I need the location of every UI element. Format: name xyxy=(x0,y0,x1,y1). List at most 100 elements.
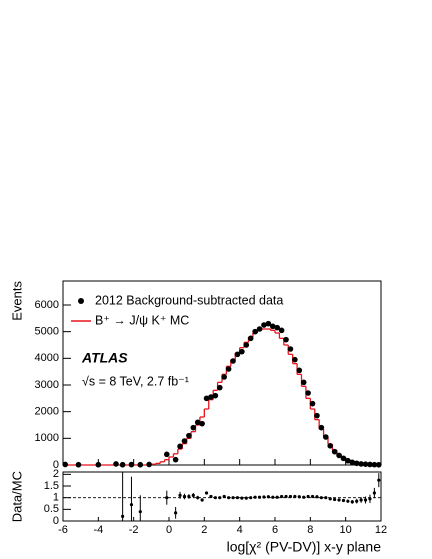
y-tick-label: 1 xyxy=(53,492,59,504)
x-tick-label: -2 xyxy=(129,524,139,536)
ratio-point xyxy=(333,497,337,502)
ratio-point xyxy=(288,494,293,499)
data-point xyxy=(62,461,69,468)
data-point xyxy=(234,351,241,358)
ratio-point xyxy=(182,494,187,499)
ratio-point xyxy=(204,491,209,495)
ratio-point xyxy=(297,495,301,499)
x-tick-label: 2 xyxy=(201,524,207,536)
ratio-point xyxy=(306,494,310,499)
data-point xyxy=(256,326,263,332)
ratio-axis-label: Data/MC xyxy=(9,471,24,522)
y-tick-label: 2 xyxy=(53,468,59,480)
data-point xyxy=(278,327,285,334)
ratio-point xyxy=(302,495,306,499)
data-point xyxy=(243,342,250,348)
ratio-point xyxy=(165,496,169,500)
ratio-point xyxy=(262,495,266,499)
ratio-point xyxy=(350,500,354,504)
ratio-point xyxy=(174,511,178,515)
x-tick-label: 10 xyxy=(340,524,352,536)
data-point xyxy=(252,328,258,335)
data-point xyxy=(292,356,298,363)
ratio-point xyxy=(359,498,363,502)
ratio-point xyxy=(200,498,204,502)
y-tick-label: 1.5 xyxy=(44,480,59,492)
ratio-point xyxy=(341,498,346,503)
ratio-point xyxy=(231,496,235,500)
data-point xyxy=(353,460,360,467)
ratio-point xyxy=(240,496,244,500)
x-tick-label: 12 xyxy=(375,524,387,536)
ratio-point xyxy=(222,494,226,499)
legend-marker xyxy=(78,298,84,304)
data-point xyxy=(95,461,102,468)
data-point xyxy=(314,412,320,419)
ratio-point xyxy=(191,493,195,497)
ratio-point xyxy=(138,510,142,514)
data-point xyxy=(172,456,179,463)
data-point xyxy=(358,461,364,467)
ratio-point xyxy=(244,496,248,500)
ratio-point xyxy=(355,499,359,503)
y-tick-label: 0 xyxy=(53,459,59,471)
ratio-point xyxy=(271,495,275,499)
x-tick-label: -4 xyxy=(93,524,103,536)
y-axis-label: Events xyxy=(9,281,24,321)
data-point xyxy=(186,432,192,439)
x-tick-label: 6 xyxy=(272,524,278,536)
data-point xyxy=(274,324,281,331)
x-axis-label: log[χ² (PV-DV)] x-y plane xyxy=(227,539,382,555)
y-tick-label: 1000 xyxy=(35,432,59,444)
data-point xyxy=(221,374,228,380)
data-point xyxy=(247,335,254,342)
data-point xyxy=(239,348,245,355)
ratio-point xyxy=(209,494,213,499)
data-point xyxy=(345,457,351,464)
data-point xyxy=(318,424,325,431)
x-tick-label: -6 xyxy=(58,524,68,536)
ratio-point xyxy=(213,496,217,500)
y-tick-label: 0 xyxy=(53,515,59,527)
data-point xyxy=(119,461,126,468)
data-point xyxy=(177,443,183,450)
data-point xyxy=(371,461,378,468)
legend-label: B⁺ → J/ψ K⁺ MC xyxy=(95,313,189,327)
data-point xyxy=(216,384,223,391)
ratio-point xyxy=(284,494,288,499)
ratio-point xyxy=(249,496,253,500)
ratio-point xyxy=(346,499,350,503)
ratio-point xyxy=(235,496,240,500)
ratio-point xyxy=(129,503,134,507)
ratio-point xyxy=(266,495,270,499)
y-tick-label: 0.5 xyxy=(44,503,59,515)
data-point xyxy=(336,452,342,459)
annotation: ATLAS xyxy=(81,350,128,366)
data-point xyxy=(163,451,170,458)
ratio-point xyxy=(187,494,191,499)
ratio-point xyxy=(310,494,315,499)
data-point xyxy=(113,461,119,467)
y-tick-label: 5000 xyxy=(35,326,59,338)
x-tick-label: 4 xyxy=(237,524,243,536)
y-tick-label: 6000 xyxy=(35,299,59,311)
data-point xyxy=(327,443,334,449)
data-point xyxy=(305,390,311,396)
ratio-point xyxy=(368,497,372,501)
ratio-point xyxy=(324,496,328,500)
data-point xyxy=(146,461,152,468)
data-point xyxy=(362,461,369,468)
y-tick-label: 3000 xyxy=(35,379,59,391)
ratio-point xyxy=(280,494,284,499)
ratio-point xyxy=(328,497,332,501)
ratio-point xyxy=(293,494,297,499)
data-point xyxy=(300,379,307,386)
data-point xyxy=(283,336,289,343)
ratio-point xyxy=(253,495,257,499)
ratio-point xyxy=(257,495,262,499)
legend-label: 2012 Background-subtracted data xyxy=(95,293,283,307)
ratio-point xyxy=(337,498,341,502)
ratio-point xyxy=(178,493,182,497)
data-point xyxy=(367,461,373,468)
